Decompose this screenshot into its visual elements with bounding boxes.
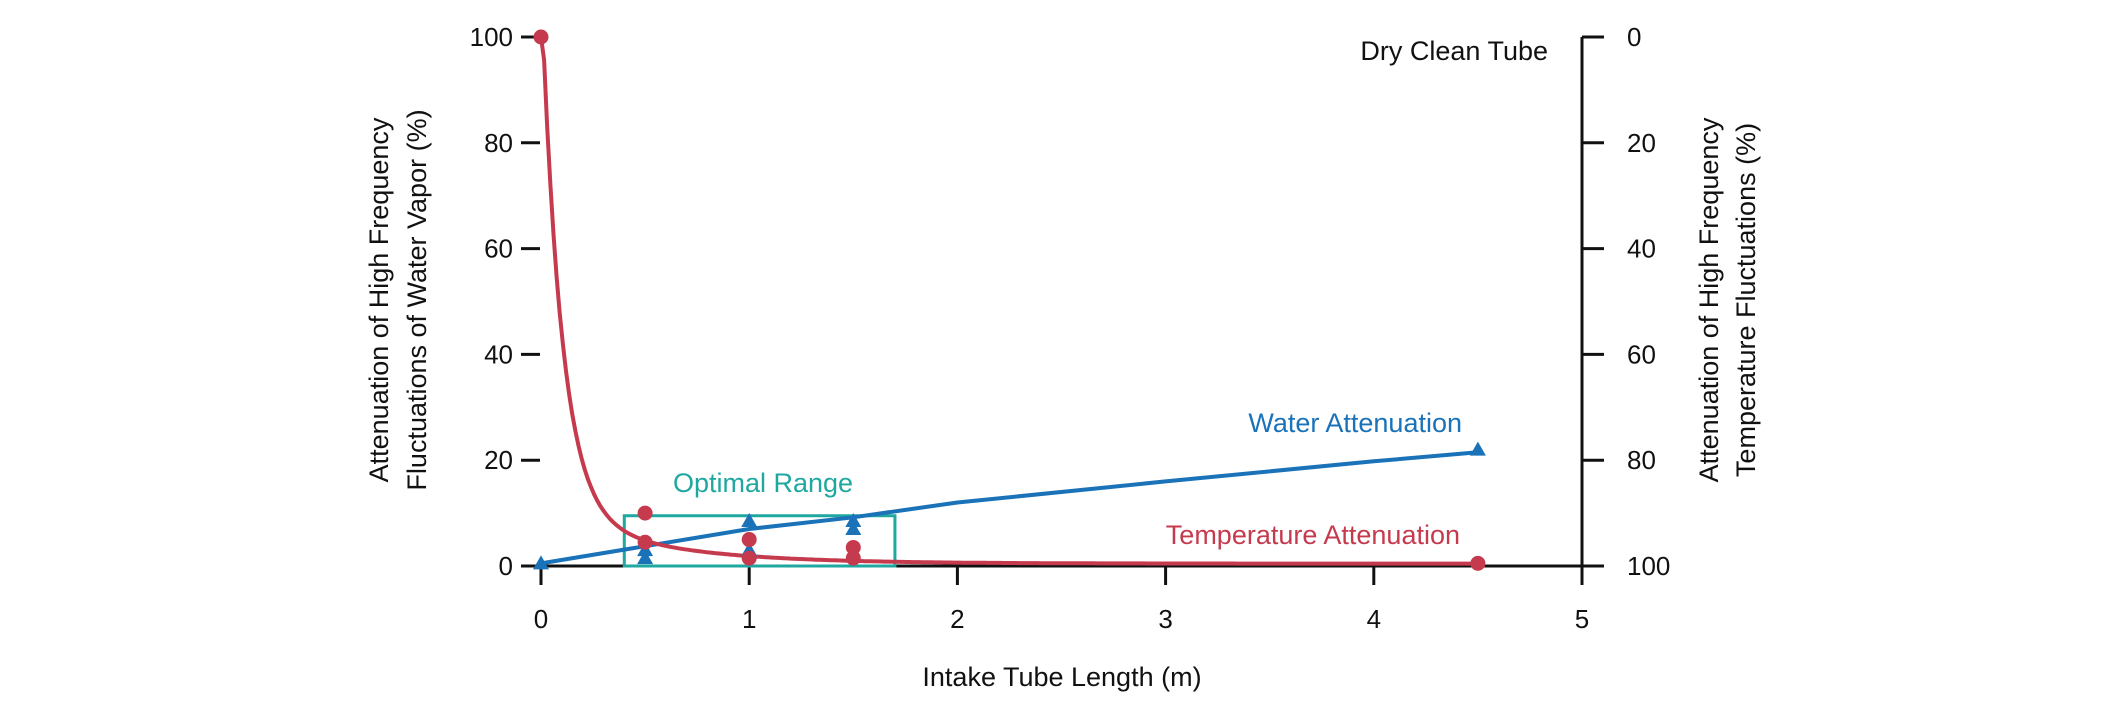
plot-area bbox=[533, 29, 1486, 571]
temperature-attenuation-label: Temperature Attenuation bbox=[1166, 520, 1460, 550]
water-attenuation-point bbox=[533, 555, 549, 570]
x-tick-label: 0 bbox=[534, 604, 548, 634]
water-attenuation-label: Water Attenuation bbox=[1248, 408, 1462, 438]
right-y-tick-label: 60 bbox=[1627, 339, 1656, 369]
right-y-tick-label: 0 bbox=[1627, 22, 1641, 52]
right-y-tick-label: 40 bbox=[1627, 234, 1656, 264]
temperature-attenuation-point bbox=[741, 532, 757, 548]
optimal-range-label: Optimal Range bbox=[673, 468, 853, 498]
x-tick-label: 1 bbox=[742, 604, 756, 634]
right-y-axis-title-line2: Temperature Fluctuations (%) bbox=[1731, 123, 1761, 477]
x-tick-label: 3 bbox=[1158, 604, 1172, 634]
dry-clean-tube-annotation: Dry Clean Tube bbox=[1360, 36, 1548, 66]
temperature-attenuation-point bbox=[1470, 555, 1486, 571]
right-y-tick-label: 100 bbox=[1627, 551, 1670, 581]
water-attenuation-point bbox=[1469, 441, 1486, 456]
x-tick-label: 5 bbox=[1575, 604, 1589, 634]
x-tick-label: 2 bbox=[950, 604, 964, 634]
right-y-tick-label: 80 bbox=[1627, 445, 1656, 475]
left-y-tick-label: 80 bbox=[484, 128, 513, 158]
x-axis-title: Intake Tube Length (m) bbox=[922, 662, 1201, 692]
left-y-tick-label: 0 bbox=[499, 551, 513, 581]
left-y-tick-label: 60 bbox=[484, 234, 513, 264]
left-y-tick-label: 40 bbox=[484, 339, 513, 369]
left-y-tick-label: 20 bbox=[484, 445, 513, 475]
water-attenuation-point bbox=[845, 513, 862, 528]
temperature-attenuation-point bbox=[637, 505, 653, 521]
right-y-tick-label: 20 bbox=[1627, 128, 1656, 158]
temperature-attenuation-point bbox=[845, 539, 861, 555]
axes: 0 1 2 3 4 5 0 20 40 60 80 100 100 80 60 40 20 0 bbox=[470, 22, 1671, 634]
left-y-tick-label: 100 bbox=[470, 22, 513, 52]
left-y-axis-title-line1: Attenuation of High Frequency bbox=[364, 117, 394, 482]
right-y-axis-title-line1: Attenuation of High Frequency bbox=[1694, 117, 1724, 482]
water-attenuation-point bbox=[741, 513, 758, 528]
left-y-axis-title-line2: Fluctuations of Water Vapor (%) bbox=[402, 109, 432, 490]
water-attenuation-line bbox=[540, 450, 1479, 566]
labels: Dry Clean Tube Intake Tube Length (m) At… bbox=[364, 36, 1761, 692]
x-tick-label: 4 bbox=[1367, 604, 1381, 634]
temperature-attenuation-point bbox=[637, 534, 653, 550]
temperature-attenuation-point bbox=[533, 29, 549, 45]
water-attenuation-point bbox=[845, 520, 862, 535]
temperature-attenuation-curve bbox=[539, 36, 1478, 566]
optimal-range-box bbox=[622, 514, 897, 568]
temperature-attenuation-point bbox=[845, 550, 861, 566]
temperature-attenuation-point bbox=[741, 550, 757, 566]
water-attenuation-point bbox=[637, 550, 654, 565]
